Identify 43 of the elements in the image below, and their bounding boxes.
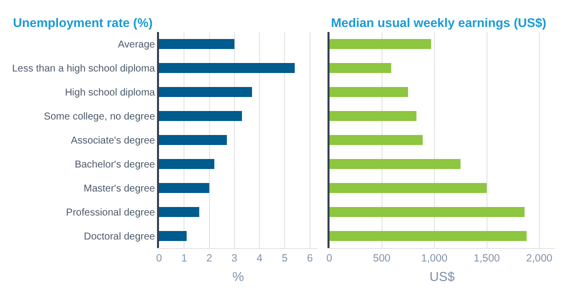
y-tick-label: Associate's degree <box>70 136 156 146</box>
y-tick-label: Master's degree <box>84 184 156 194</box>
x-tick-label: 1,500 <box>474 252 500 265</box>
x-tick-label: 2 <box>206 252 212 265</box>
x-tick-label: 6 <box>306 252 313 265</box>
y-tick-label: Less than a high school diploma <box>12 64 156 74</box>
y-tick-label: Some college, no degree <box>44 112 156 122</box>
bar <box>159 158 214 170</box>
bar <box>329 134 423 146</box>
y-tick-label: Doctoral degree <box>84 232 156 242</box>
bar <box>329 206 525 218</box>
chart-title: Unemployment rate (%) <box>13 16 153 30</box>
x-tick-label: 0 <box>156 252 162 265</box>
x-tick-label: 1,000 <box>421 252 448 265</box>
bar <box>329 110 416 122</box>
bar <box>159 182 210 194</box>
bar <box>329 182 487 194</box>
bar <box>159 206 200 218</box>
bar <box>159 110 242 122</box>
x-tick-label: 500 <box>373 252 391 265</box>
y-tick-label: Bachelor's degree <box>74 160 156 170</box>
bar <box>329 38 432 50</box>
bar <box>159 38 234 50</box>
y-tick-label: Average <box>118 40 156 50</box>
y-tick-label: High school diploma <box>64 88 156 98</box>
bar <box>159 86 252 98</box>
bar <box>329 230 527 242</box>
chart-title: Median usual weekly earnings (US$) <box>331 16 546 30</box>
x-tick-label: 5 <box>282 252 288 265</box>
bar <box>329 86 408 98</box>
x-tick-label: 0 <box>326 252 332 265</box>
x-tick-label: 1 <box>181 252 188 265</box>
x-tick-label: 2,000 <box>526 252 553 265</box>
y-tick-label: Professional degree <box>66 208 156 218</box>
bar <box>329 158 461 170</box>
x-tick-label: 3 <box>232 252 238 265</box>
x-axis-title: US$ <box>429 269 456 284</box>
bar <box>159 62 295 74</box>
bar <box>159 134 227 146</box>
bar <box>329 62 392 74</box>
bar <box>159 230 187 242</box>
x-tick-label: 4 <box>256 252 263 265</box>
x-axis-title: % <box>232 269 244 284</box>
